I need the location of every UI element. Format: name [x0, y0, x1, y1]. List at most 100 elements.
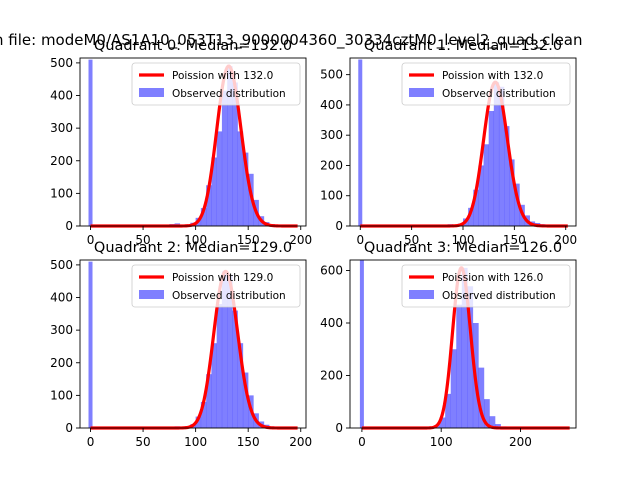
x-tick-label: 100 [430, 435, 453, 449]
axes-frame [349, 259, 577, 429]
legend-label: Poission with 129.0 [172, 272, 273, 284]
histogram-bar [467, 286, 474, 428]
y-tick-label: 300 [320, 128, 343, 142]
histogram-bar [478, 367, 485, 428]
histogram-bar [358, 59, 363, 226]
figure-suptitle: n file: modeM0/AS1A10_053T13_9000004360_… [0, 31, 583, 50]
histogram-bar [237, 343, 244, 428]
axes-frame [79, 259, 307, 429]
chart-title: Quadrant 3: Median=126.0 [364, 240, 562, 256]
histogram-bar [200, 208, 207, 226]
y-tick-label: 600 [320, 264, 343, 278]
x-tick-label: 50 [135, 233, 150, 247]
y-tick-label: 500 [50, 56, 73, 70]
x-tick-label: 100 [184, 233, 207, 247]
histogram-bar [88, 59, 93, 226]
histogram-bar [495, 424, 501, 428]
chart-title: Quadrant 0: Median=132.0 [94, 38, 292, 54]
y-tick-label: 100 [320, 189, 343, 203]
y-tick-label: 400 [320, 98, 343, 112]
legend-frame [401, 62, 571, 106]
histogram-bar [484, 399, 490, 428]
chart-panel-0: Quadrant 0: Median=132.0 0 50 100 150 200 0 100… [50, 38, 312, 247]
histogram-bar [232, 82, 238, 226]
histogram-bar [478, 165, 484, 226]
legend-label: Poission with 126.0 [442, 272, 543, 284]
histogram-bar [88, 261, 93, 428]
x-tick-label: 100 [184, 435, 207, 449]
x-tick-label: 100 [452, 233, 475, 247]
x-tick-label: 200 [554, 233, 577, 247]
x-tick-label: 200 [289, 233, 312, 247]
chart-panel-2: Quadrant 2: Median=129.0 0 50 100 150 200 0 100… [50, 240, 312, 449]
x-tick-label: 0 [87, 233, 95, 247]
legend: Poission with 126.0 Observed distribution [401, 264, 571, 308]
legend-label: Poission with 132.0 [172, 70, 273, 82]
x-tick-label: 50 [135, 435, 150, 449]
y-tick-label: 200 [50, 154, 73, 168]
y-tick-label: 400 [50, 89, 73, 103]
histogram-bar [489, 416, 496, 428]
y-tick-label: 300 [50, 121, 73, 135]
histogram-bar [504, 126, 510, 226]
histogram-bar [227, 274, 233, 428]
histogram-bar [445, 393, 451, 428]
legend-frame [131, 264, 301, 308]
chart-panel-1: Quadrant 1: Median=132.0 0 50 100 150 200 0 100… [320, 38, 577, 247]
histogram-bar [456, 304, 463, 428]
histogram-bar [232, 310, 238, 428]
legend-bar-swatch [139, 88, 164, 97]
histogram-bar [195, 416, 202, 428]
histogram-bar [216, 131, 223, 226]
chart-title: Quadrant 1: Median=132.0 [364, 38, 562, 54]
histogram-bar [200, 401, 207, 428]
chart-title: Quadrant 2: Median=129.0 [94, 240, 292, 256]
legend-frame [401, 264, 571, 308]
histogram-bar [468, 207, 474, 226]
legend: Poission with 129.0 Observed distribution [131, 264, 301, 308]
y-tick-label: 0 [65, 219, 73, 233]
legend: Poission with 132.0 Observed distribution [401, 62, 571, 106]
y-tick-label: 100 [50, 388, 73, 402]
histogram-bar [450, 349, 457, 428]
legend-label: Observed distribution [442, 290, 556, 302]
legend-label: Observed distribution [172, 88, 286, 100]
histogram-bar [461, 267, 468, 428]
legend: Poission with 132.0 Observed distribution [131, 62, 301, 106]
legend-frame [131, 62, 301, 106]
histogram-bar [488, 110, 495, 226]
legend-label: Observed distribution [442, 88, 556, 100]
histogram-bar [227, 66, 233, 227]
x-tick-label: 0 [358, 435, 366, 449]
y-tick-label: 400 [50, 291, 73, 305]
y-tick-label: 400 [320, 316, 343, 330]
y-tick-label: 100 [50, 186, 73, 200]
x-tick-label: 200 [509, 435, 532, 449]
y-tick-label: 200 [320, 158, 343, 172]
x-tick-label: 200 [289, 435, 312, 449]
legend-label: Poission with 132.0 [442, 70, 543, 82]
histogram-bar [221, 271, 228, 428]
histogram-bar [242, 372, 249, 428]
legend-bar-swatch [409, 88, 434, 97]
x-tick-label: 0 [87, 435, 95, 449]
y-tick-label: 0 [65, 421, 73, 435]
axes-frame [79, 57, 307, 227]
histogram-bar [514, 183, 520, 226]
x-tick-label: 150 [237, 233, 260, 247]
y-tick-label: 500 [50, 258, 73, 272]
x-tick-label: 50 [404, 233, 419, 247]
histogram-bar [473, 189, 479, 226]
x-tick-label: 150 [503, 233, 526, 247]
histogram-bar [509, 159, 515, 226]
x-tick-label: 0 [356, 233, 364, 247]
y-tick-label: 200 [320, 369, 343, 383]
x-tick-label: 150 [237, 435, 260, 449]
histogram-bar [498, 86, 505, 226]
legend-bar-swatch [139, 290, 164, 299]
histogram-bar [237, 131, 244, 226]
histogram-bar [439, 417, 446, 428]
histogram-bar [483, 144, 489, 226]
histogram-bar [206, 374, 212, 428]
